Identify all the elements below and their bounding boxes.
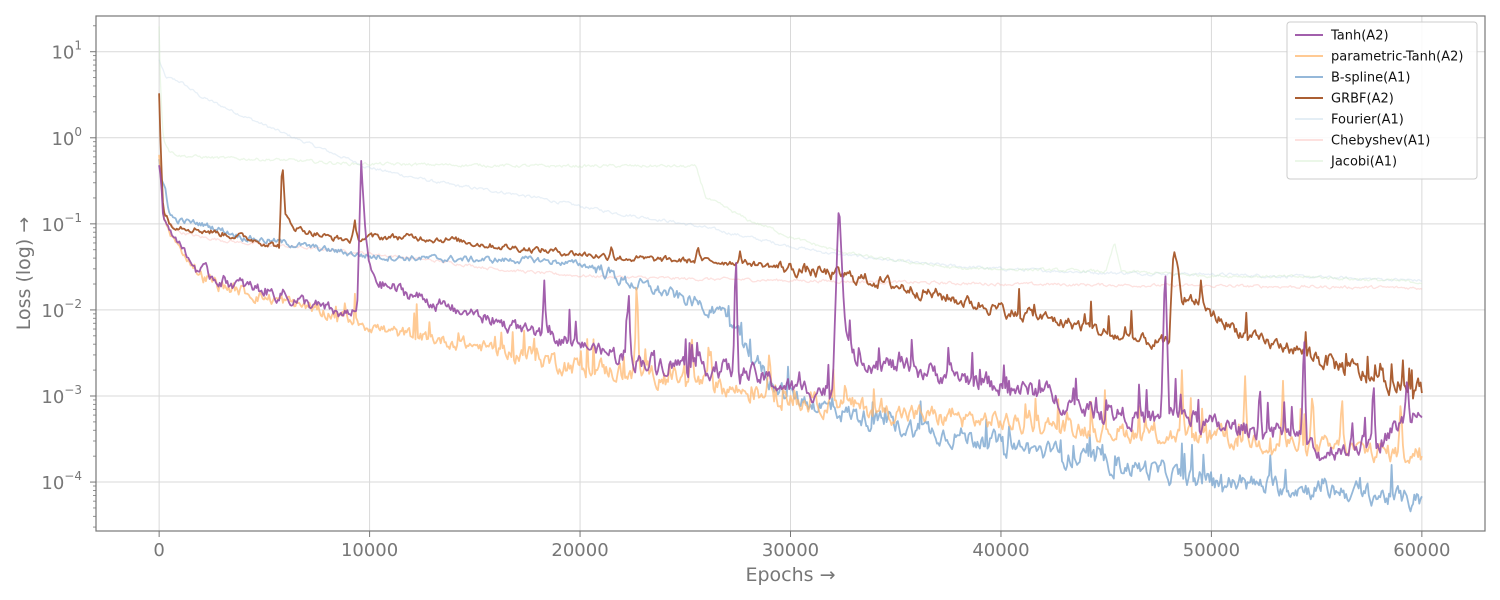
y-tick-label: 10−4 — [41, 469, 82, 494]
legend-entry: parametric-Tanh(A2) — [1331, 50, 1463, 65]
series-lines — [158, 26, 1423, 513]
x-axis-label: Epochs → — [745, 564, 835, 586]
y-tick-label: 10−3 — [41, 383, 82, 408]
y-tick-label: 100 — [51, 125, 82, 150]
y-tick-label: 101 — [51, 39, 82, 64]
series-line-4 — [158, 59, 1422, 282]
legend-entry: GRBF(A2) — [1331, 92, 1394, 107]
legend-entry: B-spline(A1) — [1331, 71, 1410, 86]
y-tick-label: 10−2 — [41, 297, 82, 322]
legend-entry: Chebyshev(A1) — [1331, 134, 1430, 149]
legend: Tanh(A2) parametric-Tanh(A2) B-spline(A1) G… — [1286, 21, 1478, 180]
x-tick-label: 50000 — [1183, 540, 1240, 561]
series-line-5 — [158, 156, 1423, 290]
series-line-1 — [158, 154, 1423, 464]
x-tick-label: 40000 — [972, 540, 1029, 561]
legend-entry: Fourier(A1) — [1331, 113, 1404, 128]
x-tick-label: 60000 — [1393, 540, 1450, 561]
series-line-0 — [158, 160, 1423, 462]
legend-entry: Jacobi(A1) — [1330, 155, 1397, 170]
ticks: 0 10000 20000 30000 40000 50000 60000 10−4 10−3 1… — [41, 25, 1450, 561]
series-line-6 — [158, 26, 1422, 285]
x-tick-label: 20000 — [551, 540, 608, 561]
legend-box — [1286, 21, 1478, 180]
grid — [96, 16, 1485, 531]
x-tick-label: 30000 — [762, 540, 819, 561]
series-line-3 — [158, 93, 1423, 400]
x-tick-label: 0 — [153, 540, 164, 561]
y-tick-label: 10−1 — [41, 211, 82, 236]
x-tick-label: 10000 — [341, 540, 398, 561]
legend-entry: Tanh(A2) — [1330, 29, 1389, 44]
y-axis-label: Loss (log) → — [13, 217, 35, 330]
